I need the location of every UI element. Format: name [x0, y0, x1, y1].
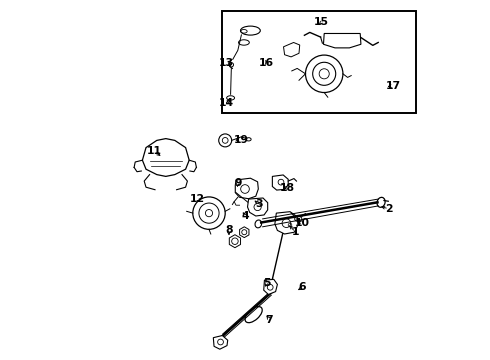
Polygon shape [229, 235, 241, 248]
Polygon shape [264, 279, 277, 294]
Polygon shape [240, 227, 249, 238]
Text: 8: 8 [225, 225, 233, 235]
Text: 11: 11 [147, 146, 162, 156]
Text: 5: 5 [263, 278, 270, 288]
Text: 7: 7 [266, 315, 273, 325]
Text: 12: 12 [190, 194, 205, 204]
Polygon shape [272, 175, 288, 190]
Bar [221, 11, 416, 113]
Text: 9: 9 [234, 178, 242, 188]
Text: 1: 1 [292, 227, 299, 237]
Polygon shape [323, 33, 361, 48]
Text: 17: 17 [386, 81, 401, 91]
Polygon shape [275, 212, 298, 234]
Text: 14: 14 [219, 98, 234, 108]
Text: 2: 2 [385, 204, 393, 214]
Text: 16: 16 [259, 58, 274, 68]
Text: 10: 10 [295, 218, 310, 228]
Polygon shape [284, 42, 300, 57]
Polygon shape [235, 178, 258, 199]
Text: 4: 4 [241, 211, 249, 221]
Polygon shape [247, 198, 268, 216]
Text: 13: 13 [219, 58, 234, 68]
Polygon shape [213, 336, 228, 349]
Polygon shape [143, 139, 189, 176]
Text: 3: 3 [256, 199, 263, 210]
Text: 15: 15 [314, 17, 329, 27]
Text: 19: 19 [234, 135, 249, 145]
Text: 6: 6 [299, 282, 306, 292]
Text: 18: 18 [280, 183, 295, 193]
